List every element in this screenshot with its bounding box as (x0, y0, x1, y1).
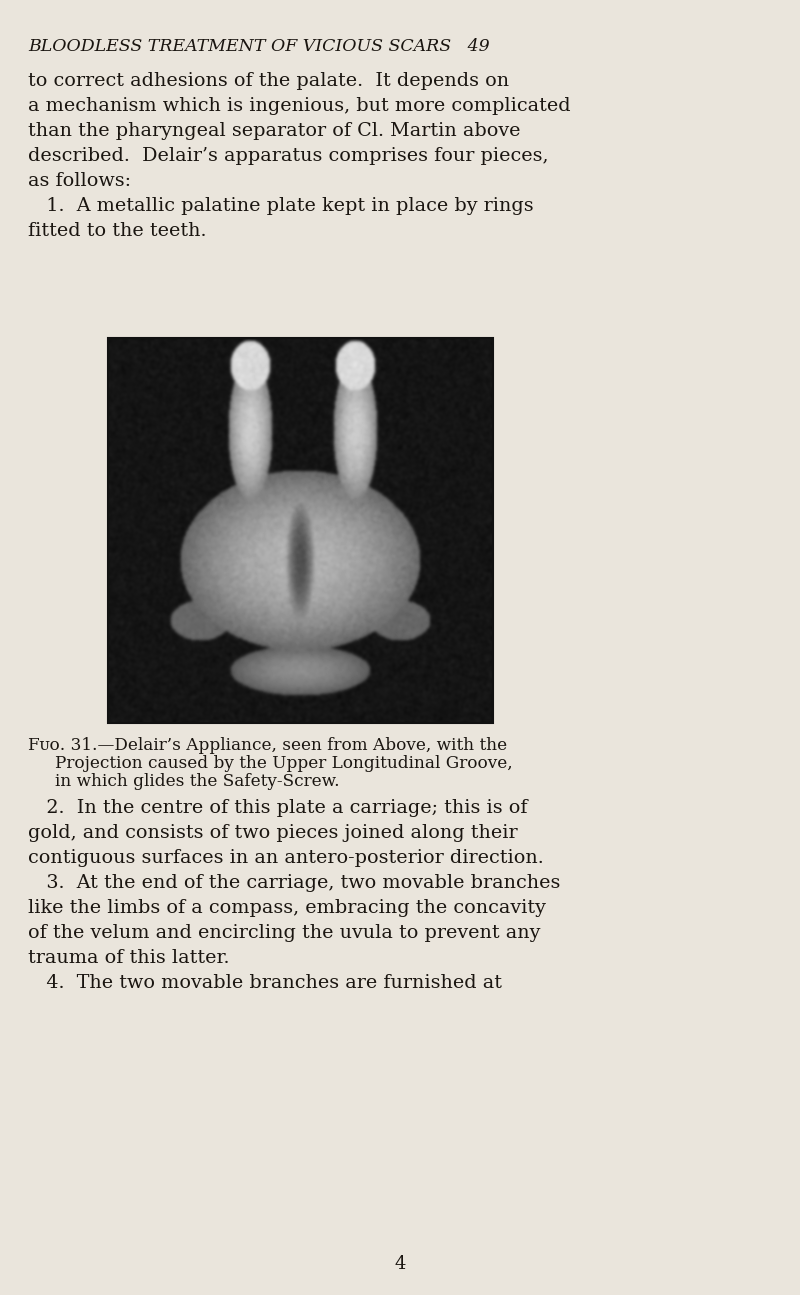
Text: fitted to the teeth.: fitted to the teeth. (28, 221, 206, 240)
Text: trauma of this latter.: trauma of this latter. (28, 949, 230, 967)
Text: like the limbs of a compass, embracing the concavity: like the limbs of a compass, embracing t… (28, 899, 546, 917)
Text: 4: 4 (394, 1255, 406, 1273)
Text: than the pharyngeal separator of Cl. Martin above: than the pharyngeal separator of Cl. Mar… (28, 122, 521, 140)
Text: BLOODLESS TREATMENT OF VICIOUS SCARS   49: BLOODLESS TREATMENT OF VICIOUS SCARS 49 (28, 38, 490, 54)
Text: in which glides the Safety-Screw.: in which glides the Safety-Screw. (55, 773, 340, 790)
Text: 1.  A metallic palatine plate kept in place by rings: 1. A metallic palatine plate kept in pla… (28, 197, 534, 215)
Text: 2.  In the centre of this plate a carriage; this is of: 2. In the centre of this plate a carriag… (28, 799, 527, 817)
Text: to correct adhesions of the palate.  It depends on: to correct adhesions of the palate. It d… (28, 73, 509, 89)
Text: 4.  The two movable branches are furnished at: 4. The two movable branches are furnishe… (28, 974, 502, 992)
Text: as follows:: as follows: (28, 172, 131, 190)
Bar (108, 338, 493, 723)
Text: Projection caused by the Upper Longitudinal Groove,: Projection caused by the Upper Longitudi… (55, 755, 513, 772)
Text: described.  Delair’s apparatus comprises four pieces,: described. Delair’s apparatus comprises … (28, 148, 549, 164)
Text: a mechanism which is ingenious, but more complicated: a mechanism which is ingenious, but more… (28, 97, 570, 115)
Text: of the velum and encircling the uvula to prevent any: of the velum and encircling the uvula to… (28, 925, 540, 941)
Text: gold, and consists of two pieces joined along their: gold, and consists of two pieces joined … (28, 824, 518, 842)
Text: Fᴜᴏ. 31.—Delair’s Appliance, seen from Above, with the: Fᴜᴏ. 31.—Delair’s Appliance, seen from A… (28, 737, 507, 754)
Text: contiguous surfaces in an antero-posterior direction.: contiguous surfaces in an antero-posteri… (28, 850, 544, 866)
Text: 3.  At the end of the carriage, two movable branches: 3. At the end of the carriage, two movab… (28, 874, 560, 892)
